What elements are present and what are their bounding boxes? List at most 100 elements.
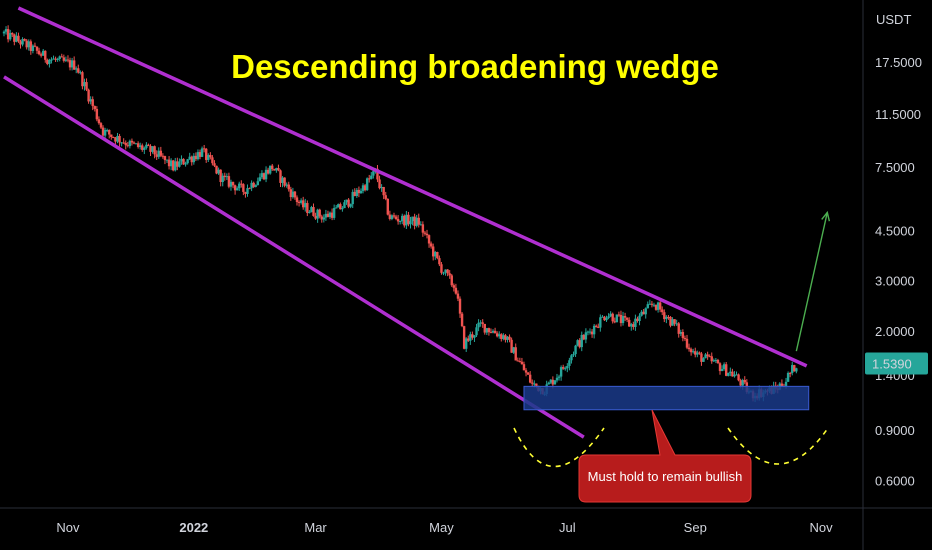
- candle-body: [568, 360, 571, 366]
- candle-body: [64, 59, 68, 61]
- candle-body: [277, 168, 280, 171]
- candle-body: [275, 168, 278, 171]
- candle-body: [427, 235, 431, 244]
- y-tick-label: 2.0000: [875, 324, 915, 339]
- candle-body: [105, 129, 109, 131]
- candle-body: [31, 45, 35, 51]
- candle-body: [169, 160, 173, 167]
- candle-body: [343, 202, 346, 209]
- candle-body: [186, 159, 189, 164]
- candle-body: [398, 221, 402, 223]
- candle-body: [130, 140, 134, 143]
- candle-body: [178, 161, 181, 167]
- candle-body: [788, 372, 792, 374]
- candle-body: [644, 308, 647, 315]
- candle-body: [229, 181, 233, 187]
- candle-body: [326, 213, 330, 217]
- candle-body: [710, 356, 713, 362]
- candle-body: [456, 293, 460, 299]
- candle-body: [407, 214, 410, 225]
- candle-body: [654, 304, 658, 310]
- candle-body: [174, 161, 177, 171]
- candle-body: [634, 318, 637, 327]
- candle-body: [704, 354, 707, 359]
- candle-body: [516, 360, 519, 362]
- candle-body: [378, 179, 381, 189]
- candle-body: [473, 335, 476, 338]
- candle-body: [221, 175, 224, 183]
- candle-body: [460, 313, 464, 327]
- candle-body: [114, 137, 117, 142]
- candle-body: [388, 214, 392, 219]
- candle-body: [240, 183, 243, 185]
- callout-box: [578, 409, 752, 503]
- candle-body: [467, 338, 470, 341]
- candle-body: [438, 258, 441, 265]
- candle-body: [702, 358, 705, 362]
- candle-body: [363, 185, 367, 191]
- candle-body: [584, 332, 588, 340]
- candle-body: [79, 72, 82, 74]
- candle-body: [299, 200, 303, 203]
- candle-body: [93, 106, 96, 109]
- candle-body: [386, 198, 389, 215]
- y-tick-label: 0.9000: [875, 423, 915, 438]
- candle-body: [304, 203, 307, 208]
- candle-body: [661, 309, 664, 313]
- candle-body: [258, 177, 262, 182]
- candle-body: [683, 337, 687, 339]
- candle-body: [95, 108, 99, 120]
- candle-body: [188, 156, 191, 160]
- x-tick-label: Mar: [304, 520, 327, 535]
- candle-body: [733, 374, 736, 377]
- candle-body: [533, 383, 536, 385]
- candle-body: [597, 326, 600, 328]
- candle-body: [504, 335, 507, 340]
- candle-body: [423, 232, 427, 234]
- candle-body: [359, 190, 363, 194]
- candle-body: [357, 189, 361, 194]
- candle-body: [708, 356, 711, 358]
- candle-body: [11, 33, 14, 35]
- candle-body: [52, 58, 55, 60]
- candle-body: [700, 353, 703, 362]
- candle-body: [301, 200, 305, 208]
- candle-body: [219, 169, 222, 183]
- candle-body: [136, 143, 140, 147]
- candle-body: [791, 365, 794, 373]
- candle-body: [159, 150, 163, 156]
- candle-body: [663, 312, 666, 320]
- candle-body: [411, 216, 414, 222]
- candle-body: [434, 251, 437, 257]
- candle-body: [15, 35, 18, 42]
- candle-body: [244, 191, 247, 194]
- candle-body: [780, 383, 784, 387]
- candle-body: [287, 184, 290, 190]
- candle-body: [85, 82, 88, 90]
- candle-body: [217, 169, 220, 174]
- bullish-arrow: [795, 212, 828, 352]
- candle-body: [89, 99, 92, 102]
- y-axis-ticks: 17.5000 11.5000 7.5000 4.5000 3.0000 2.0000 1.…: [875, 55, 922, 489]
- candles-layer: [2, 25, 798, 403]
- candle-body: [308, 212, 311, 214]
- candle-body: [273, 169, 276, 171]
- candle-body: [48, 59, 51, 64]
- candle-body: [370, 175, 373, 179]
- y-tick-label: 4.5000: [875, 223, 915, 238]
- candle-body: [625, 317, 629, 320]
- candle-body: [353, 191, 356, 196]
- candle-body: [601, 316, 604, 318]
- candle-body: [355, 189, 359, 196]
- candle-body: [477, 322, 480, 328]
- candle-body: [786, 372, 790, 382]
- callout-text: Must hold to remain bullish: [588, 469, 743, 484]
- candle-body: [205, 148, 208, 160]
- candle-body: [675, 323, 678, 325]
- candle-body: [42, 50, 45, 56]
- candle-body: [211, 157, 214, 164]
- candle-body: [632, 324, 635, 327]
- candle-body: [720, 368, 724, 372]
- candle-body: [582, 334, 586, 340]
- candle-body: [134, 143, 138, 145]
